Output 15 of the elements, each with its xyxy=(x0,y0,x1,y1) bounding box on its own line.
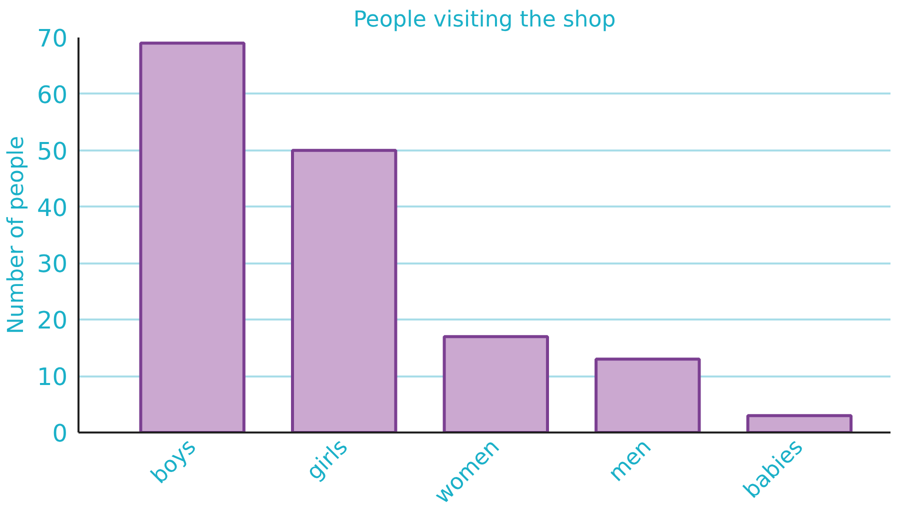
bar xyxy=(291,148,398,432)
y-tick-label: 30 xyxy=(36,250,68,278)
y-tick-label: 50 xyxy=(36,137,68,166)
bar xyxy=(594,358,701,432)
bar xyxy=(746,414,853,432)
y-tick-label: 10 xyxy=(36,363,68,392)
y-tick-label: 70 xyxy=(36,24,68,52)
chart-title: People visiting the shop xyxy=(353,8,616,32)
bar xyxy=(139,42,246,432)
y-tick-label: 20 xyxy=(36,306,68,335)
y-axis-title: Number of people xyxy=(4,136,29,334)
bar xyxy=(442,335,549,432)
y-tick-label: 60 xyxy=(36,80,68,109)
y-tick-label: 40 xyxy=(36,194,68,222)
y-tick-label: 0 xyxy=(52,420,68,448)
